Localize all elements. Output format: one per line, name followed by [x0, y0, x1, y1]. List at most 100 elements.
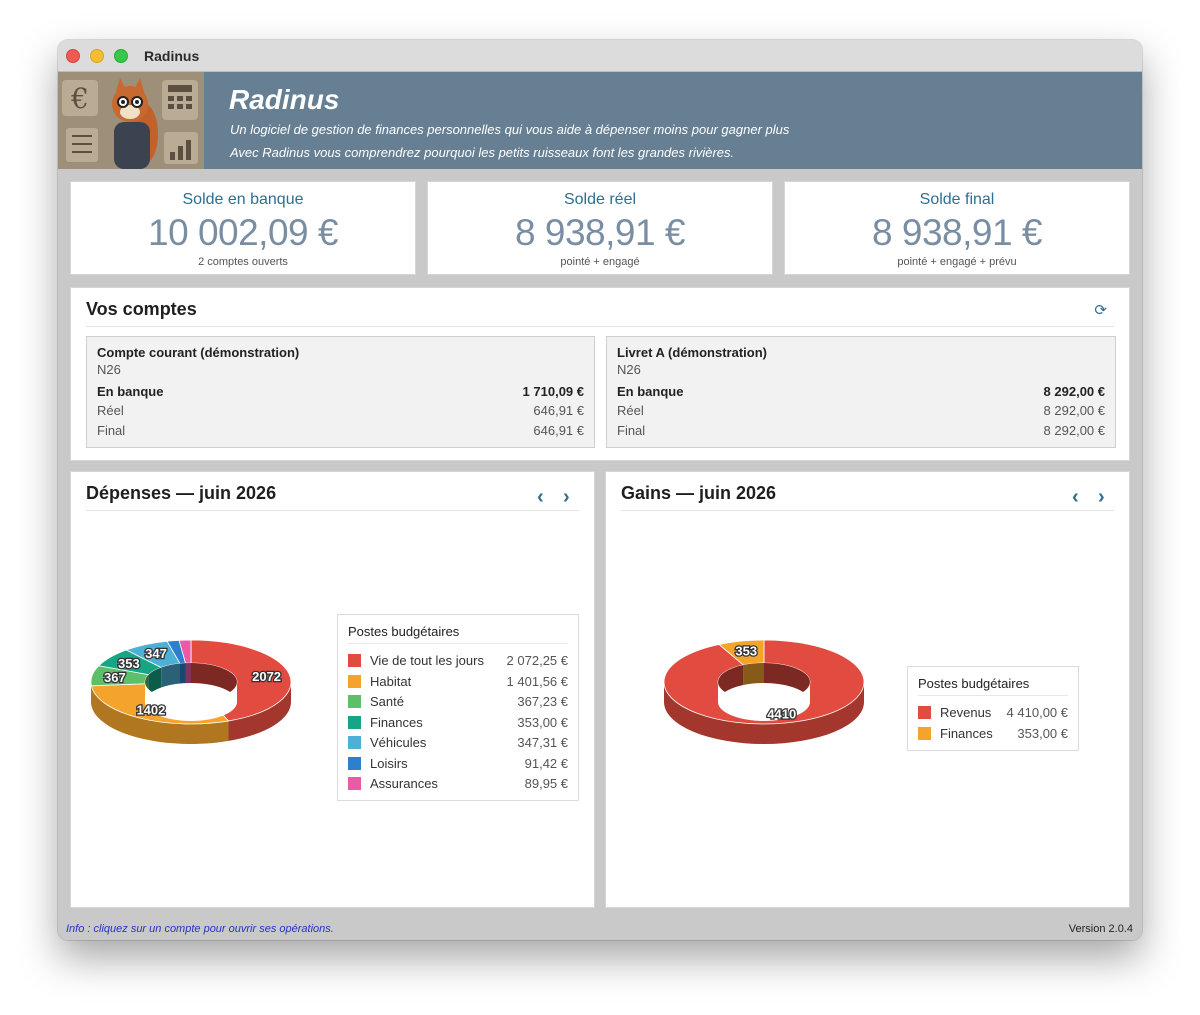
- close-window-button[interactable]: [66, 49, 80, 63]
- tagline-1: Un logiciel de gestion de finances perso…: [230, 122, 790, 137]
- row-value: 1 710,09 €: [522, 384, 584, 399]
- legend-label: Véhicules: [370, 735, 427, 750]
- window-title: Radinus: [144, 48, 200, 64]
- accounts-panel: Vos comptes ⟳ Compte courant (démonstrat…: [70, 287, 1130, 461]
- account-card-courant[interactable]: Compte courant (démonstration) N26 En ba…: [86, 336, 595, 448]
- donut-inner-wall: [148, 667, 162, 695]
- donut-inner-wall: [718, 665, 744, 702]
- legend-value: 353,00 €: [1017, 725, 1068, 741]
- legend-swatch: [348, 756, 361, 770]
- legend-swatch: [348, 736, 361, 749]
- donut-data-label: 1402: [136, 703, 165, 718]
- income-title: Gains — juin 2026: [621, 483, 777, 503]
- version-label: Version 2.0.4: [1068, 923, 1133, 935]
- legend-value: 347,31 €: [517, 735, 568, 750]
- legend-value: 2 072,25 €: [506, 653, 568, 668]
- donut-inner-wall: [161, 663, 181, 688]
- legend-label: Finances: [940, 725, 993, 741]
- row-value: 8 292,00 €: [1043, 384, 1105, 399]
- summary-subtitle: 2 comptes ouverts: [198, 256, 288, 268]
- row-label: Final: [97, 423, 126, 438]
- refresh-icon[interactable]: ⟳: [1094, 302, 1107, 319]
- row-value: 646,91 €: [533, 423, 584, 438]
- expenses-panel: Dépenses — juin 2026 ‹ › 2072 1402 367 353 3…: [70, 471, 595, 908]
- legend-item: Vie de tout les jours 2 072,25 €: [348, 651, 568, 671]
- donut-inner-wall: [180, 663, 186, 684]
- divider: [621, 510, 1114, 511]
- info-message: Info : cliquez sur un compte pour ouvrir…: [66, 923, 334, 935]
- donut-data-label: 367: [104, 670, 126, 685]
- prev-month-button[interactable]: ‹: [537, 486, 544, 508]
- row-value: 646,91 €: [533, 403, 584, 418]
- legend-item: Assurances 89,95 €: [348, 774, 568, 794]
- row-label: Final: [617, 423, 646, 438]
- donut-inner-wall: [743, 663, 764, 686]
- donut-data-label: 4410: [767, 707, 796, 722]
- divider: [86, 510, 579, 511]
- account-card-livret-a[interactable]: Livret A (démonstration) N26 En banque 8…: [606, 336, 1116, 448]
- legend-swatch: [348, 715, 361, 729]
- legend-item: Revenus 4 410,00 €: [918, 703, 1068, 723]
- income-donut-chart: 4410 353: [664, 639, 865, 744]
- legend-swatch: [348, 654, 361, 667]
- row-value: 8 292,00 €: [1043, 423, 1105, 438]
- summary-title: Solde réel: [563, 191, 637, 208]
- row-label: En banque: [97, 384, 164, 399]
- legend-value: 1 401,56 €: [506, 673, 568, 689]
- legend-label: Revenus: [940, 705, 992, 720]
- account-name: Livret A (démonstration): [617, 345, 767, 360]
- maximize-window-button[interactable]: [114, 49, 128, 63]
- legend-item: Véhicules 347,31 €: [348, 733, 568, 753]
- app-banner: € Radin: [58, 72, 1142, 169]
- legend-swatch: [348, 777, 361, 790]
- summary-value: 8 938,91 €: [872, 212, 1042, 253]
- legend-swatch: [918, 726, 931, 740]
- legend-title: Postes budgétaires: [348, 624, 460, 639]
- legend-item: Finances 353,00 €: [348, 713, 568, 733]
- legend-item: Santé 367,23 €: [348, 692, 568, 712]
- legend-value: 367,23 €: [517, 694, 568, 709]
- summary-subtitle: pointé + engagé: [560, 256, 640, 268]
- next-month-button[interactable]: ›: [563, 486, 570, 508]
- row-label: Réel: [97, 403, 124, 418]
- summary-title: Solde en banque: [182, 191, 304, 208]
- account-bank: N26: [617, 362, 641, 377]
- legend-item: Habitat 1 401,56 €: [348, 672, 568, 692]
- row-label: Réel: [617, 403, 644, 418]
- app-logo: €: [58, 72, 204, 169]
- row-value: 8 292,00 €: [1043, 403, 1105, 418]
- legend-item: Finances 353,00 €: [918, 724, 1068, 744]
- summary-subtitle: pointé + engagé + prévu: [897, 256, 1017, 268]
- legend-swatch: [348, 695, 361, 708]
- prev-month-button[interactable]: ‹: [1072, 486, 1079, 508]
- donut-data-label: 347: [145, 646, 167, 661]
- donut-inner-wall: [185, 663, 191, 684]
- donut-side-wall: [664, 682, 864, 744]
- legend-label: Assurances: [370, 776, 438, 791]
- next-month-button[interactable]: ›: [1098, 486, 1105, 508]
- summary-value: 10 002,09 €: [148, 212, 338, 253]
- summary-card-final: Solde final 8 938,91 € pointé + engagé +…: [784, 181, 1130, 275]
- income-panel: Gains — juin 2026 ‹ › 4410 353 Postes bud…: [605, 471, 1130, 908]
- svg-text:€: €: [70, 82, 89, 115]
- row-label: En banque: [617, 384, 684, 399]
- legend-swatch: [348, 674, 361, 688]
- minimize-window-button[interactable]: [90, 49, 104, 63]
- expenses-legend: Postes budgétaires Vie de tout les jours…: [337, 614, 579, 801]
- legend-title: Postes budgétaires: [918, 676, 1030, 691]
- legend-label: Vie de tout les jours: [370, 653, 484, 668]
- divider: [348, 643, 568, 644]
- summary-card-real: Solde réel 8 938,91 € pointé + engagé: [427, 181, 773, 275]
- legend-value: 353,00 €: [517, 714, 568, 730]
- legend-item: Loisirs 91,42 €: [348, 754, 568, 774]
- summary-value: 8 938,91 €: [515, 212, 685, 253]
- status-bar: Info : cliquez sur un compte pour ouvrir…: [58, 920, 1142, 940]
- legend-label: Santé: [370, 694, 404, 709]
- summary-card-bank: Solde en banque 10 002,09 € 2 comptes ou…: [70, 181, 416, 275]
- accounts-title: Vos comptes: [86, 299, 197, 319]
- divider: [86, 326, 1114, 327]
- legend-value: 91,42 €: [524, 755, 568, 771]
- legend-swatch: [918, 706, 931, 719]
- donut-data-label: 2072: [252, 669, 281, 684]
